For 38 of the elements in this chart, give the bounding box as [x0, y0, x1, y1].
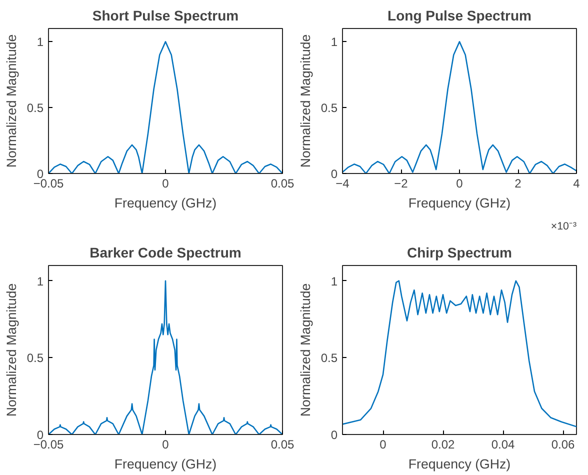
y-tick-label: 1	[36, 35, 44, 50]
y-axis-title: Normalized Magnitude	[298, 283, 313, 417]
y-tick-label: 1	[330, 274, 338, 288]
x-axis-title: Frequency (GHz)	[408, 196, 511, 210]
y-tick-label: 0	[330, 167, 338, 181]
y-tick-label: 1	[330, 35, 338, 50]
x-tick-label: 2	[514, 176, 522, 190]
y-tick-label: 0	[330, 428, 338, 442]
y-axis-title: Normalized Magnitude	[4, 283, 19, 417]
x-tick-label: 0.04	[491, 438, 516, 452]
x-tick-label: 0	[456, 176, 464, 190]
y-tick-label: 0.5	[320, 351, 338, 366]
x-tick-label: 0.05	[270, 438, 295, 452]
y-tick-label: 0.5	[26, 351, 44, 366]
x-tick-label: 0.06	[551, 438, 576, 452]
text: ×10⁻³	[550, 220, 577, 232]
x-tick-label: −2	[394, 176, 408, 190]
chart-title: Long Pulse Spectrum	[388, 8, 532, 24]
x-tick-label: 0	[162, 176, 170, 190]
chart-title: Chirp Spectrum	[406, 244, 512, 260]
y-axis-title: Normalized Magnitude	[298, 34, 313, 168]
x-axis-title: Frequency (GHz)	[114, 456, 217, 472]
x-tick-label: 0	[162, 438, 170, 452]
x-tick-label: −0.05	[33, 176, 64, 190]
x-tick-label: −4	[336, 176, 350, 190]
x-tick-label: 4	[573, 176, 580, 190]
y-tick-label: 0.5	[26, 101, 44, 116]
y-tick-label: 1	[36, 274, 44, 288]
x-axis-title: Frequency (GHz)	[114, 196, 217, 210]
x-tick-label: 0.05	[270, 176, 295, 190]
x-tick-label: −0.05	[33, 438, 64, 452]
chart-title: Barker Code Spectrum	[90, 244, 242, 260]
x-axis-title: Frequency (GHz)	[408, 456, 511, 472]
y-axis-title: Normalized Magnitude	[4, 34, 19, 168]
chart-title: Short Pulse Spectrum	[92, 8, 239, 24]
y-tick-label: 0.5	[320, 101, 338, 116]
x-tick-label: 0.02	[431, 438, 456, 452]
x-tick-label: 0	[380, 438, 387, 452]
